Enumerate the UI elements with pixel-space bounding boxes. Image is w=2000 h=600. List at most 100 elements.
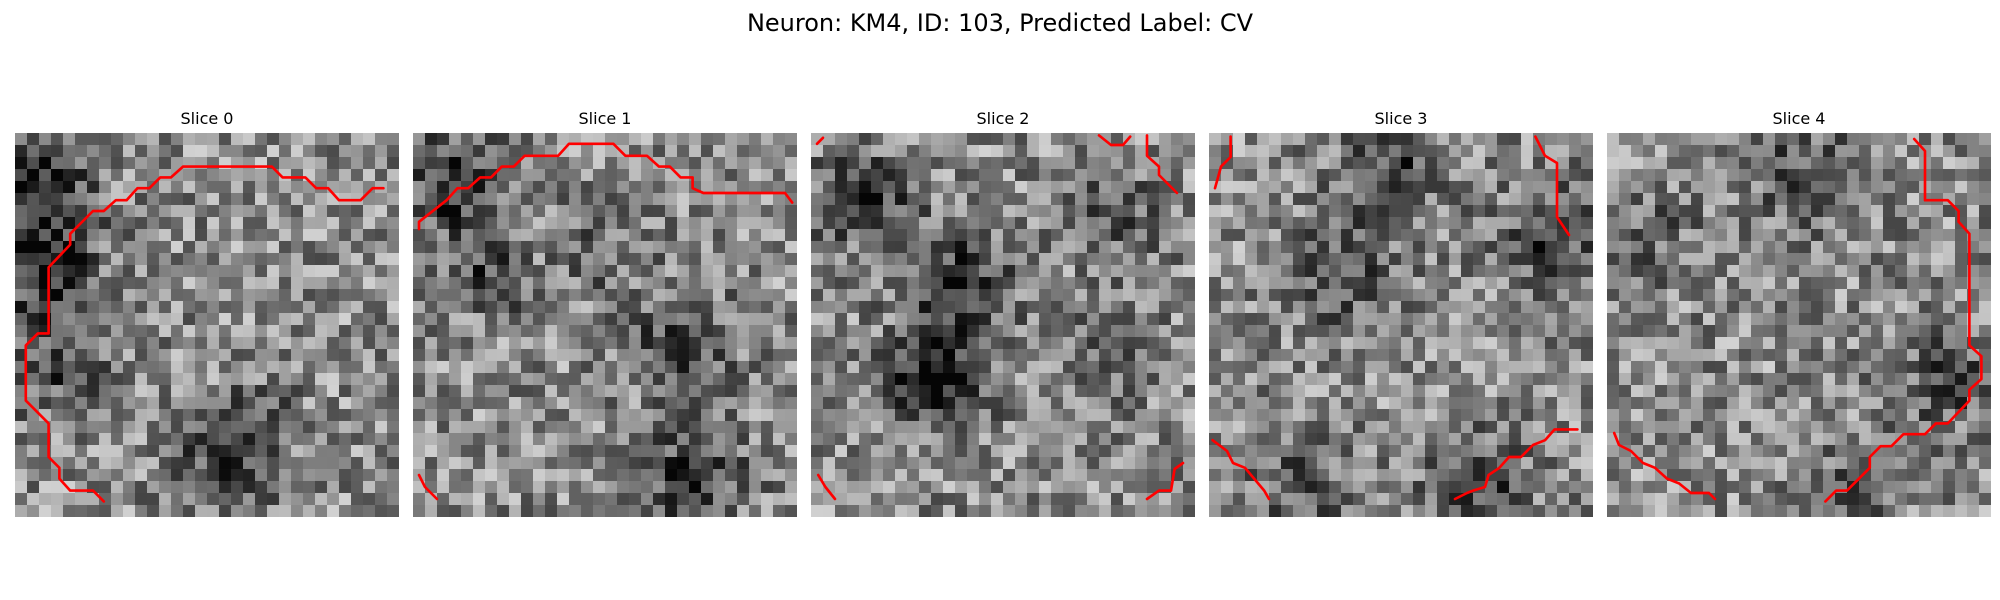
pixel-cell [473, 361, 486, 374]
pixel-cell [1221, 313, 1234, 326]
pixel-cell [1895, 433, 1908, 446]
pixel-cell [1063, 421, 1076, 434]
pixel-cell [509, 181, 522, 194]
pixel-cell [1353, 145, 1366, 158]
pixel-cell [967, 157, 980, 170]
pixel-cell [1099, 325, 1112, 338]
pixel-cell [1221, 193, 1234, 206]
pixel-cell [375, 445, 388, 458]
pixel-cell [725, 337, 738, 350]
pixel-cell [1305, 505, 1318, 517]
pixel-cell [1111, 157, 1124, 170]
pixel-cell [1015, 205, 1028, 218]
pixel-cell [1859, 205, 1872, 218]
pixel-cell [605, 433, 618, 446]
pixel-cell [351, 265, 364, 278]
pixel-cell [1317, 469, 1330, 482]
pixel-cell [1135, 325, 1148, 338]
pixel-cell [641, 241, 654, 254]
pixel-cell [1365, 397, 1378, 410]
pixel-cell [1401, 433, 1414, 446]
pixel-cell [1437, 133, 1450, 146]
pixel-cell [195, 277, 208, 290]
pixel-cell [1461, 289, 1474, 302]
pixel-cell [931, 205, 944, 218]
pixel-cell [255, 457, 268, 470]
pixel-cell [1341, 397, 1354, 410]
pixel-cell [1039, 493, 1052, 506]
pixel-cell [375, 457, 388, 470]
pixel-cell [461, 301, 474, 314]
pixel-cell [1509, 289, 1522, 302]
pixel-cell [1811, 193, 1824, 206]
pixel-cell [1557, 325, 1570, 338]
pixel-cell [785, 265, 797, 278]
pixel-cell [883, 361, 896, 374]
pixel-cell [1847, 409, 1860, 422]
pixel-cell [1099, 505, 1112, 517]
pixel-cell [1679, 181, 1692, 194]
pixel-cell [1353, 397, 1366, 410]
pixel-cell [1209, 373, 1222, 386]
pixel-cell [1281, 373, 1294, 386]
pixel-cell [1123, 277, 1136, 290]
pixel-cell [811, 325, 824, 338]
pixel-cell [1209, 145, 1222, 158]
pixel-cell [1679, 457, 1692, 470]
pixel-cell [99, 361, 112, 374]
pixel-cell [1245, 241, 1258, 254]
pixel-cell [1581, 325, 1593, 338]
pixel-cell [1401, 181, 1414, 194]
pixel-cell [291, 313, 304, 326]
pixel-cell [1775, 193, 1788, 206]
pixel-cell [1655, 337, 1668, 350]
pixel-cell [231, 229, 244, 242]
pixel-cell [907, 157, 920, 170]
pixel-cell [569, 253, 582, 266]
pixel-cell [1377, 313, 1390, 326]
pixel-cell [1691, 145, 1704, 158]
pixel-cell [1655, 133, 1668, 146]
pixel-cell [1473, 289, 1486, 302]
pixel-cell [75, 505, 88, 517]
pixel-cell [1063, 373, 1076, 386]
pixel-cell [1533, 337, 1546, 350]
pixel-cell [749, 217, 762, 230]
pixel-cell [979, 277, 992, 290]
pixel-cell [413, 337, 426, 350]
pixel-cell [63, 169, 76, 182]
pixel-cell [27, 145, 40, 158]
pixel-cell [1799, 241, 1812, 254]
pixel-cell [485, 397, 498, 410]
pixel-cell [1823, 397, 1836, 410]
pixel-cell [593, 301, 606, 314]
pixel-cell [1811, 253, 1824, 266]
pixel-cell [1425, 469, 1438, 482]
pixel-cell [1003, 217, 1016, 230]
pixel-cell [725, 457, 738, 470]
pixel-cell [1401, 229, 1414, 242]
pixel-cell [1655, 373, 1668, 386]
pixel-cell [605, 133, 618, 146]
pixel-cell [1461, 409, 1474, 422]
pixel-cell [823, 181, 836, 194]
pixel-cell [1883, 181, 1896, 194]
pixel-cell [1775, 205, 1788, 218]
pixel-cell [569, 493, 582, 506]
pixel-cell [605, 157, 618, 170]
pixel-cell [159, 217, 172, 230]
pixel-cell [509, 385, 522, 398]
pixel-cell [387, 361, 399, 374]
pixel-cell [1245, 217, 1258, 230]
pixel-cell [497, 481, 510, 494]
pixel-cell [689, 157, 702, 170]
pixel-cell [1979, 313, 1991, 326]
pixel-cell [219, 241, 232, 254]
pixel-cell [1317, 301, 1330, 314]
pixel-cell [1811, 445, 1824, 458]
pixel-cell [1679, 385, 1692, 398]
pixel-cell [1955, 361, 1968, 374]
pixel-cell [1111, 289, 1124, 302]
pixel-cell [1461, 241, 1474, 254]
pixel-cell [569, 337, 582, 350]
